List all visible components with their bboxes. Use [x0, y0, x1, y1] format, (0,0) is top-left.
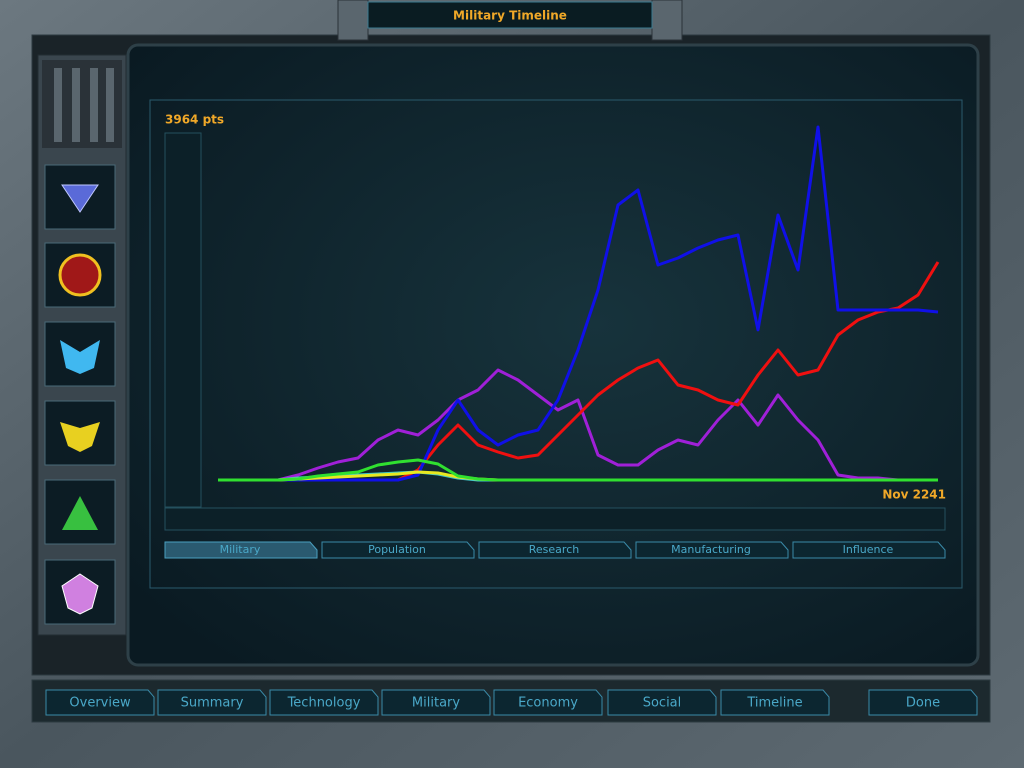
tab-label[interactable]: Military: [220, 543, 261, 556]
series-line: [218, 458, 938, 482]
emblem: [60, 340, 100, 374]
y-bar: [164, 132, 202, 508]
nav-label[interactable]: Social: [643, 696, 682, 711]
emblem: [62, 496, 98, 530]
race-icons: [44, 164, 116, 625]
vent-bars: [54, 68, 114, 142]
nav-button[interactable]: [45, 689, 155, 716]
tab[interactable]: [164, 541, 318, 559]
chart-tabs: Military Population Research Manufacturi…: [164, 541, 946, 559]
title-bracket: [337, 0, 369, 41]
emblem: [61, 573, 99, 615]
tab-label[interactable]: Manufacturing: [671, 543, 751, 556]
nav-button[interactable]: [381, 689, 491, 716]
title-bar: [367, 1, 653, 29]
tab-label[interactable]: Influence: [843, 543, 894, 556]
x-bar: [164, 507, 946, 531]
plot: 3964 pts Nov 2241: [165, 113, 946, 502]
nav-label[interactable]: Overview: [69, 696, 131, 711]
nav-label[interactable]: Economy: [518, 696, 578, 711]
screen: [126, 43, 980, 667]
tab[interactable]: [478, 541, 632, 559]
emblem: [61, 184, 99, 213]
done-button[interactable]: [868, 689, 978, 716]
emblem: [60, 422, 100, 452]
title: Military Timeline: [453, 9, 567, 23]
nav-label[interactable]: Military: [412, 696, 460, 711]
tab[interactable]: [321, 541, 475, 559]
tab[interactable]: [792, 541, 946, 559]
nav-label[interactable]: Summary: [181, 696, 244, 711]
title-bracket: [651, 0, 683, 41]
series-line: [218, 368, 938, 482]
emblem: [58, 253, 102, 297]
nav: Overview Summary Technology Military Eco…: [45, 689, 978, 716]
nav-label[interactable]: Timeline: [746, 696, 802, 711]
chart-frame: [149, 99, 963, 589]
tab[interactable]: [635, 541, 789, 559]
tab-label[interactable]: Population: [368, 543, 426, 556]
tab-label[interactable]: Research: [529, 543, 579, 556]
done-label[interactable]: Done: [906, 696, 940, 711]
y-tick-label: 3964 pts: [165, 113, 224, 127]
series-line: [218, 125, 939, 482]
x-tick-label: Nov 2241: [882, 488, 946, 502]
nav-button[interactable]: [607, 689, 717, 716]
nav-button[interactable]: [157, 689, 267, 716]
nav-label[interactable]: Technology: [287, 696, 361, 711]
nav-button[interactable]: [720, 689, 830, 716]
nav-button[interactable]: [269, 689, 379, 716]
nav-button[interactable]: [493, 689, 603, 716]
